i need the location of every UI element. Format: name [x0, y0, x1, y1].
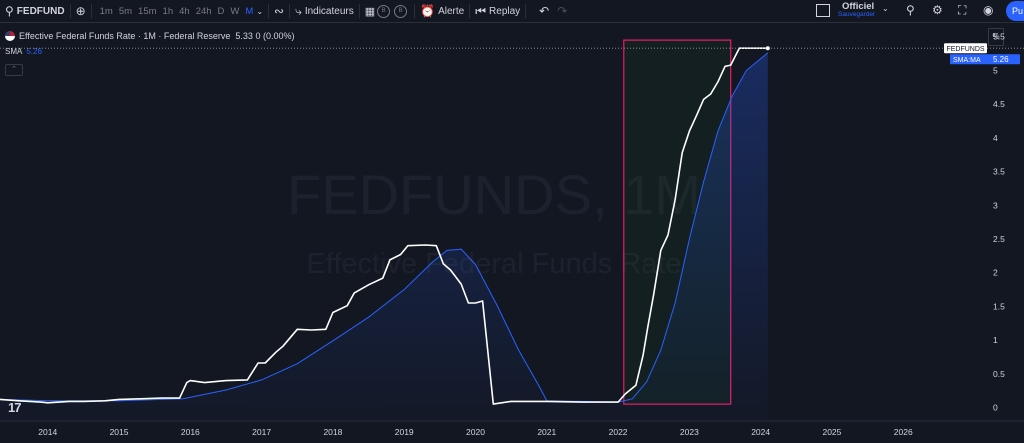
fullscreen-icon[interactable]: ⛶ [958, 3, 967, 17]
circle-b-button-2[interactable]: B [394, 4, 408, 18]
camera-icon[interactable]: ◉ [983, 3, 994, 17]
y-tick-label: 0 [993, 403, 998, 413]
replay-button[interactable]: ⏮ Replay [475, 0, 520, 22]
us-flag-icon [5, 31, 15, 41]
series-value: 5.33 0 (0.00%) [235, 31, 295, 41]
y-tick-label: 4.5 [993, 99, 1005, 109]
chevron-down-icon[interactable]: ⌄ [256, 6, 264, 16]
indicators-icon: ⤷ [295, 3, 302, 18]
indicators-label: Indicateurs [304, 5, 354, 17]
layout-grid-icon[interactable]: ▦ [364, 5, 376, 18]
fedfunds-price-tag: FEDFUNDS [946, 46, 984, 53]
save-layout-subtitle[interactable]: Sauvegarder [838, 11, 876, 18]
alert-label: Alerte [438, 5, 465, 17]
interval-selector: 1m 5m 15m 1h 4h 24h D W M [97, 0, 257, 22]
chevron-down-icon-2[interactable]: ⌄ [882, 4, 889, 13]
settings-gear-icon[interactable]: ⚙ [932, 3, 943, 17]
y-tick-label: 0.5 [993, 369, 1005, 379]
replay-label: Replay [489, 5, 521, 17]
sma-value: 5.26 [26, 47, 42, 56]
interval-d[interactable]: D [217, 5, 225, 17]
x-tick-label: 2021 [537, 427, 556, 437]
interval-m[interactable]: M [245, 5, 254, 17]
interval-1m[interactable]: 1m [99, 5, 113, 17]
y-tick-label: 1 [993, 335, 998, 345]
y-tick-label: 3 [993, 200, 998, 210]
x-tick-label: 2019 [395, 427, 414, 437]
x-tick-label: 2024 [751, 427, 770, 437]
scale-mode-button[interactable]: % [988, 28, 1004, 46]
circle-b-button[interactable]: B [377, 4, 391, 18]
x-tick-label: 2015 [110, 427, 129, 437]
sma-price-tag-bg [950, 54, 1020, 65]
replay-icon: ⏮ [475, 3, 487, 18]
tradingview-logo: 17 [8, 400, 22, 415]
x-tick-label: 2026 [894, 427, 913, 437]
fedfunds-price-line[interactable] [0, 47, 768, 405]
interval-15m[interactable]: 15m [138, 5, 157, 17]
interval-5m[interactable]: 5m [118, 5, 133, 17]
interval-4h[interactable]: 4h [179, 5, 190, 17]
redo-icon[interactable]: ↷ [557, 4, 568, 18]
alarm-clock-icon: ⏰ [420, 4, 436, 18]
y-tick-label: 4 [993, 133, 998, 143]
series-legend: Effective Federal Funds Rate · 1M · Fede… [5, 31, 294, 41]
undo-icon[interactable]: ↶ [539, 4, 550, 18]
sma-label: SMA [5, 47, 23, 56]
x-tick-label: 2018 [323, 427, 342, 437]
interval-24h[interactable]: 24h [195, 5, 212, 17]
top-toolbar: ⚲ FEDFUND ⊕ 1m 5m 15m 1h 4h 24h D W M ⌄ ∾ ⤷ Indi… [0, 0, 1024, 23]
sma-price-tag-value: 5.26 [993, 55, 1009, 64]
watermark-symbol: FEDFUNDS, 1M [287, 163, 701, 226]
series-title[interactable]: Effective Federal Funds Rate · 1M · Fede… [19, 31, 231, 41]
layout-checkbox[interactable] [816, 4, 830, 17]
interval-w[interactable]: W [230, 5, 240, 17]
x-tick-label: 2014 [38, 427, 57, 437]
search-icon[interactable]: ⚲ [5, 4, 14, 18]
x-tick-label: 2023 [680, 427, 699, 437]
y-tick-label: 5 [993, 65, 998, 75]
watermark-description: Effective Federal Funds Rate [306, 248, 681, 280]
last-value-marker [765, 46, 770, 51]
x-tick-label: 2017 [252, 427, 271, 437]
y-tick-label: 3.5 [993, 167, 1005, 177]
indicators-button[interactable]: ⤷ Indicateurs [295, 0, 354, 22]
y-tick-label: 2 [993, 268, 998, 278]
alert-button[interactable]: ⏰ Alerte [420, 0, 464, 22]
x-tick-label: 2016 [181, 427, 200, 437]
fedfunds-price-tag-bg [944, 43, 987, 54]
interval-1h[interactable]: 1h [162, 5, 174, 17]
x-tick-label: 2025 [822, 427, 841, 437]
symbol-search[interactable]: FEDFUND [16, 5, 65, 17]
highlight-rectangle[interactable] [623, 39, 732, 405]
x-tick-label: 2020 [466, 427, 485, 437]
x-tick-label: 2022 [609, 427, 628, 437]
sma-line[interactable] [0, 52, 769, 403]
sma-price-tag-name: SMA:MA [953, 57, 981, 64]
sma-legend[interactable]: SMA 5.26 [5, 47, 42, 56]
quick-search-icon[interactable]: ⚲ [906, 3, 915, 17]
save-layout-title[interactable]: Officiel [842, 1, 875, 12]
y-tick-label: 1.5 [993, 301, 1005, 311]
publish-button[interactable]: Pu [1006, 1, 1024, 21]
chart-type-icon[interactable]: ∾ [274, 4, 285, 18]
sma-area-fill [0, 52, 768, 422]
compare-add-icon[interactable]: ⊕ [75, 4, 86, 18]
collapse-legend-button[interactable]: ⌃ [5, 64, 23, 76]
y-tick-label: 2.5 [993, 234, 1005, 244]
